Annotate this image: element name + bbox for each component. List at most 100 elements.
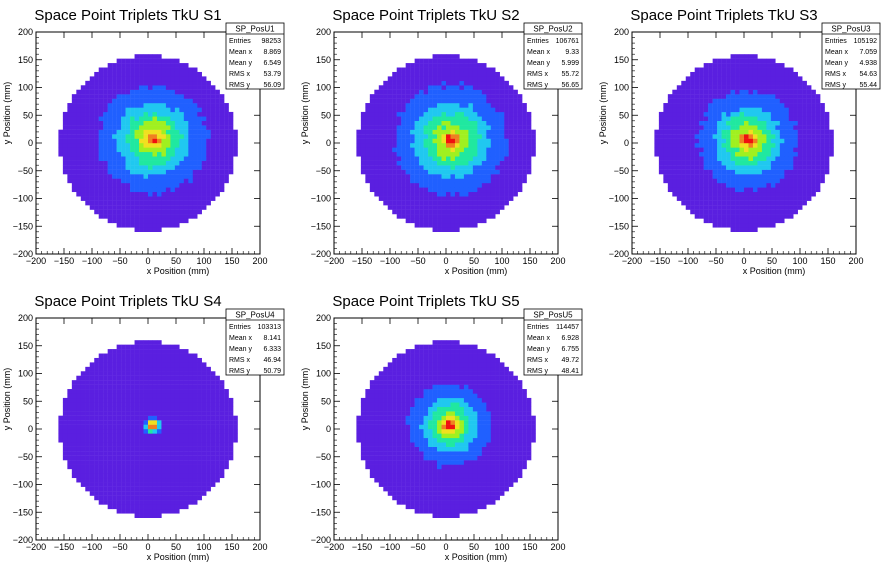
heatmap-cell [148,205,153,210]
heatmap-cell [94,486,99,492]
heatmap-cell [446,129,451,135]
heatmap-cell [112,151,117,157]
heatmap-cell [369,178,375,184]
heatmap-cell [770,76,776,82]
heatmap-cell [481,120,487,126]
heatmap-cell [103,134,108,139]
heatmap-cell [428,89,433,95]
heatmap-cell [481,116,487,121]
heatmap-cell [432,71,438,77]
heatmap-cell [80,85,86,90]
heatmap-cell [717,205,722,210]
heatmap-cell [179,103,185,108]
heatmap-cell [667,98,673,104]
heatmap-cell [130,349,135,354]
heatmap-cell [748,85,754,90]
heatmap-cell [717,156,722,161]
heatmap-cell [486,214,491,219]
heatmap-cell [156,205,162,210]
heatmap-cell [504,178,509,184]
heatmap-cell [712,182,718,188]
heatmap-cell [721,165,727,170]
heatmap-cell [152,125,158,130]
heatmap-cell [183,103,189,108]
heatmap-cell [152,182,158,188]
heatmap-cell [401,103,406,108]
heatmap-cell [139,151,144,157]
heatmap-cell [694,205,700,210]
heatmap-cell [80,424,86,430]
heatmap-cell [472,129,478,135]
heatmap-cell [107,160,113,166]
heatmap-cell [414,111,420,117]
heatmap-cell [690,143,695,148]
heatmap-cell [459,160,465,166]
heatmap-cell [735,134,740,139]
heatmap-cell [215,182,220,188]
heatmap-cell [708,151,713,157]
heatmap-cell [513,116,518,121]
heatmap-cell [98,411,104,416]
heatmap-cell [454,111,460,117]
heatmap-cell [437,67,442,73]
heatmap-cell [76,437,81,443]
heatmap-cell [775,182,781,188]
heatmap-cell [192,76,198,82]
heatmap-cell [708,174,713,179]
heatmap-cell [658,129,664,135]
heatmap-cell [396,134,402,139]
heatmap-cell [85,442,90,447]
heatmap-cell [383,160,388,166]
heatmap-cell [744,209,749,215]
heatmap-cell [824,111,830,117]
heatmap-cell [58,129,64,135]
heatmap-cell [405,94,411,99]
heatmap-cell [210,143,216,148]
heatmap-cell [85,424,90,430]
heatmap-cell [161,375,167,381]
heatmap-cell [143,218,149,224]
heatmap-cell [125,103,131,108]
heatmap-cell [98,80,104,86]
heatmap-cell [125,156,131,161]
heatmap-cell [730,209,736,215]
heatmap-cell [161,156,167,161]
heatmap-cell [80,125,86,130]
heatmap-cell [748,98,754,104]
heatmap-cell [170,362,176,368]
heatmap-cell [495,143,500,148]
heatmap-cell [775,116,781,121]
heatmap-cell [139,214,144,219]
heatmap-cell [672,120,677,126]
heatmap-cell [130,460,135,465]
heatmap-cell [161,473,167,479]
heatmap-cell [130,67,135,73]
heatmap-cell [76,442,81,447]
heatmap-cell [726,111,731,117]
heatmap-cell [730,222,736,228]
heatmap-cell [383,200,388,206]
heatmap-cell [107,169,113,175]
heatmap-cell [739,174,745,179]
heatmap-cell [766,94,772,99]
heatmap-cell [188,165,193,170]
heatmap-cell [121,214,126,219]
heatmap-cell [161,71,167,77]
heatmap-cell [121,222,126,228]
heatmap-cell [481,143,487,148]
heatmap-cell [378,125,384,130]
heatmap-cell [744,165,749,170]
heatmap-cell [410,76,415,82]
heatmap-cell [156,357,162,363]
heatmap-cell [811,89,816,95]
heatmap-cell [441,178,447,184]
heatmap-cell [472,205,478,210]
heatmap-cell [735,151,740,157]
heatmap-cell [681,129,686,135]
heatmap-cell [174,380,180,385]
heatmap-cell [735,196,740,201]
heatmap-cell [405,80,411,86]
heatmap-cell [513,129,518,135]
heatmap-cell [663,134,669,139]
heatmap-cell [744,196,749,201]
